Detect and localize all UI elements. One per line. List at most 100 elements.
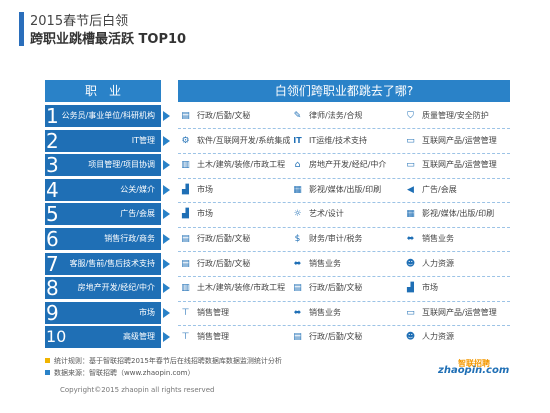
- people-icon: ☻: [405, 332, 416, 343]
- table-row: 4 公关/媒介 ▟ 市场 ▦ 影视/媒体/出版/印刷 ◀ 广告/会展: [0, 177, 550, 202]
- document-icon: ▤: [293, 283, 302, 294]
- document-icon: ▤: [293, 332, 302, 343]
- destination-item: ▤ 行政/后勤/文秘: [180, 253, 295, 275]
- destination-label: 行政/后勤/文秘: [309, 283, 363, 293]
- destination-item: ⛉ 质量管理/安全防护: [405, 105, 520, 127]
- building-icon: ▥: [181, 160, 190, 171]
- destination-label: 行政/后勤/文秘: [309, 332, 363, 342]
- monitor-icon: ▭: [406, 135, 415, 146]
- destination-label: 软件/互联网开发/系统集成: [197, 135, 291, 145]
- rank-number: 6: [46, 227, 59, 251]
- job-label: 市场: [139, 307, 155, 317]
- arrow-right-icon: [163, 135, 170, 146]
- destination-label: 市场: [422, 283, 438, 293]
- footnote-rule-text: 统计规则：基于智联招聘2015年春节后在线招聘数据库数据监测统计分析: [54, 357, 282, 365]
- job-label: 销售行政/商务: [104, 234, 155, 243]
- footnote-dot: [45, 370, 50, 375]
- row-divider: [178, 152, 510, 154]
- zhaopin-logo: 智联招聘 zhaopin.com: [438, 358, 509, 376]
- megaphone-icon: ◀: [407, 184, 414, 195]
- job-cell: 4 公关/媒介: [45, 177, 161, 202]
- people-icon: ☻: [405, 258, 416, 269]
- org-icon: ⊤: [181, 307, 190, 318]
- job-label: IT管理: [131, 135, 155, 145]
- building-icon: ▥: [181, 283, 190, 294]
- destination-item: ⬌ 销售业务: [292, 253, 407, 275]
- title-accent-bar: [19, 12, 24, 46]
- copyright: Copyright©2015 zhaopin all rights reserv…: [60, 386, 215, 394]
- monitor-icon: ▭: [406, 307, 415, 318]
- destination-label: 互联网产品/运营管理: [422, 307, 497, 317]
- destination-label: 市场: [197, 184, 213, 194]
- destination-label: 人力资源: [422, 258, 454, 268]
- destination-item: ▤ 行政/后勤/文秘: [180, 105, 295, 127]
- table-row: 9 市场 ⊤ 销售管理 ⬌ 销售业务 ▭ 互联网产品/运营管理: [0, 301, 550, 325]
- destination-label: 销售业务: [309, 258, 341, 268]
- org-icon: ⊤: [181, 332, 190, 343]
- dollar-icon: $: [294, 234, 301, 244]
- table-row: 2 IT管理 ⚙ 软件/互联网开发/系统集成 IT IT运维/技术支持 ▭ 互联网产品/运营管…: [0, 128, 550, 153]
- arrow-right-icon: [163, 111, 170, 121]
- table-row: 1 公务员/事业单位/科研机构 ▤ 行政/后勤/文秘 ✎ 律师/法务/合规 ⛉ 质量管理/安全…: [0, 104, 550, 128]
- film-icon: ▦: [293, 184, 302, 195]
- job-label: 公关/媒介: [120, 184, 155, 194]
- handshake-icon: ⬌: [293, 258, 302, 269]
- job-label: 项目管理/项目协调: [88, 160, 155, 170]
- destination-label: 土木/建筑/装修/市政工程: [197, 283, 286, 293]
- job-cell: 7 客服/售前/售后技术支持: [45, 251, 161, 276]
- it-icon: IT: [293, 135, 302, 145]
- destination-item: ⊤ 销售管理: [180, 302, 295, 324]
- destination-label: 市场: [197, 209, 213, 219]
- rank-number: 8: [46, 276, 59, 301]
- job-label: 广告/会展: [120, 209, 155, 219]
- footnote-source: 数据来源：智联招聘（www.zhaopin.com）: [45, 368, 194, 378]
- document-icon: ▤: [181, 234, 190, 244]
- destination-label: IT运维/技术支持: [309, 135, 367, 145]
- destination-label: 财务/审计/税务: [309, 234, 363, 243]
- handshake-icon: ⬌: [293, 307, 302, 318]
- destination-item: ✎ 律师/法务/合规: [292, 105, 407, 127]
- handshake-icon: ⬌: [406, 234, 415, 244]
- destination-label: 艺术/设计: [309, 209, 344, 219]
- table-row: 10 高级管理 ⊤ 销售管理 ▤ 行政/后勤/文秘 ☻ 人力资源: [0, 326, 550, 349]
- row-divider: [178, 275, 510, 277]
- destination-label: 行政/后勤/文秘: [197, 258, 251, 268]
- destination-label: 销售业务: [422, 234, 454, 243]
- destination-label: 行政/后勤/文秘: [197, 234, 251, 243]
- house-icon: ⌂: [294, 160, 301, 171]
- rank-number: 4: [46, 177, 59, 202]
- destination-item: ▭ 互联网产品/运营管理: [405, 130, 520, 152]
- document-icon: ▤: [181, 258, 190, 269]
- destination-item: ▟ 市场: [180, 179, 295, 201]
- rank-number: 2: [46, 128, 59, 153]
- destination-item: ⊤ 销售管理: [180, 326, 295, 348]
- rank-number: 7: [46, 251, 59, 276]
- destination-label: 销售业务: [309, 307, 341, 317]
- destination-label: 互联网产品/运营管理: [422, 135, 497, 145]
- monitor-icon: ▭: [406, 160, 415, 171]
- arrow-right-icon: [163, 283, 170, 294]
- job-label: 高级管理: [123, 332, 155, 342]
- arrow-right-icon: [163, 209, 170, 220]
- table-row: 8 房地产开发/经纪/中介 ▥ 土木/建筑/装修/市政工程 ▤ 行政/后勤/文秘 ▟ 市场: [0, 276, 550, 301]
- destination-label: 行政/后勤/文秘: [197, 111, 251, 120]
- destination-item: ☻ 人力资源: [405, 253, 520, 275]
- row-divider: [178, 300, 510, 302]
- destination-label: 互联网产品/运营管理: [422, 160, 497, 170]
- job-cell: 5 广告/会展: [45, 202, 161, 226]
- destination-label: 广告/会展: [422, 184, 457, 194]
- destination-label: 土木/建筑/装修/市政工程: [197, 160, 286, 170]
- rank-number: 3: [46, 153, 59, 178]
- footnote-source-text: 数据来源：智联招聘（www.zhaopin.com）: [54, 369, 195, 377]
- rank-number: 1: [46, 104, 59, 128]
- destination-item: ⌂ 房地产开发/经纪/中介: [292, 154, 407, 176]
- destination-item: ▥ 土木/建筑/装修/市政工程: [180, 277, 295, 299]
- destination-item: ▟ 市场: [180, 203, 295, 225]
- job-cell: 9 市场: [45, 301, 161, 325]
- destination-label: 房地产开发/经纪/中介: [309, 160, 387, 170]
- rank-number: 10: [46, 327, 67, 347]
- destination-item: ◀ 广告/会展: [405, 179, 520, 201]
- destination-item: ▤ 行政/后勤/文秘: [180, 228, 295, 250]
- arrow-right-icon: [163, 258, 170, 269]
- table-row: 7 客服/售前/售后技术支持 ▤ 行政/后勤/文秘 ⬌ 销售业务 ☻ 人力资源: [0, 251, 550, 276]
